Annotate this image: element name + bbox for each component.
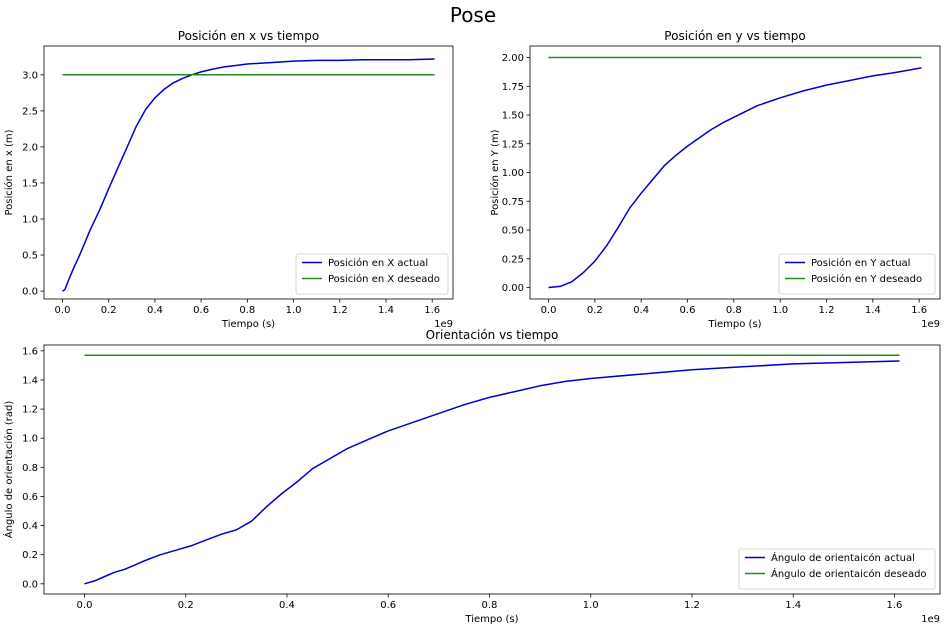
series-line-actual xyxy=(62,58,435,292)
chart-position-y: Posición en y vs tiempo 0.0 0.2 0.4 0.6 0.8 1.… xyxy=(489,29,941,330)
x-axis-label: Tiempo (s) xyxy=(464,614,518,625)
y-tick-label: 1.0 xyxy=(22,434,38,445)
series-line-actual xyxy=(548,67,922,289)
y-tick-label: 0.6 xyxy=(22,492,38,503)
y-tick-label: 0.5 xyxy=(22,251,38,262)
y-tick-label: 3.0 xyxy=(22,70,38,81)
x-tick-label: 1.2 xyxy=(684,600,700,611)
y-tick-label: 1.75 xyxy=(502,82,524,93)
legend-label: Posición en X deseado xyxy=(328,273,440,285)
legend-box xyxy=(295,253,449,295)
plot-area xyxy=(43,45,454,300)
y-tick-label: 1.00 xyxy=(502,168,524,179)
y-tick-label: 0.8 xyxy=(22,463,38,474)
y-tick-label: 1.25 xyxy=(502,139,524,150)
x-tick-label: 0.4 xyxy=(147,305,163,316)
x-offset-text: 1e9 xyxy=(921,614,940,625)
y-tick-label: 0.00 xyxy=(502,283,524,294)
figure-title: Pose xyxy=(450,3,496,27)
y-tick-label: 0.50 xyxy=(502,226,524,237)
x-tick-label: 1.6 xyxy=(911,305,927,316)
x-tick-label: 0.2 xyxy=(587,305,603,316)
x-tick-label: 0.8 xyxy=(239,305,255,316)
legend: Posición en X actual Posición en X desead… xyxy=(295,253,449,295)
x-tick-label: 0.6 xyxy=(680,305,696,316)
chart-title: Posición en x vs tiempo xyxy=(178,29,319,43)
x-tick-label: 1.6 xyxy=(424,305,440,316)
y-tick-label: 0.4 xyxy=(22,521,38,532)
y-tick-label: 1.50 xyxy=(502,111,524,122)
x-tick-label: 0.6 xyxy=(380,600,396,611)
y-axis-label: Posición en x (m) xyxy=(3,129,15,215)
x-axis-label: Tiempo (s) xyxy=(707,319,761,330)
legend-box xyxy=(778,253,936,295)
y-tick-label: 0.75 xyxy=(502,197,524,208)
x-tick-label: 1.4 xyxy=(785,600,801,611)
x-offset-text: 1e9 xyxy=(434,319,453,330)
series-line-actual xyxy=(84,360,900,585)
chart-title: Posición en y vs tiempo xyxy=(664,29,805,43)
x-tick-label: 1.6 xyxy=(886,600,902,611)
y-axis-label: Ángulo de orientación (rad) xyxy=(2,401,15,539)
legend: Posición en Y actual Posición en Y desead… xyxy=(778,253,936,295)
legend-label: Ángulo de orientaicón actual xyxy=(771,551,915,564)
x-offset-text: 1e9 xyxy=(921,319,940,330)
y-tick-label: 1.4 xyxy=(22,375,38,386)
x-tick-label: 0.0 xyxy=(541,305,557,316)
y-tick-label: 1.5 xyxy=(22,178,38,189)
x-tick-label: 0.4 xyxy=(279,600,295,611)
x-tick-label: 0.8 xyxy=(482,600,498,611)
x-tick-label: 0.0 xyxy=(77,600,93,611)
y-tick-label: 1.0 xyxy=(22,214,38,225)
x-tick-label: 1.0 xyxy=(286,305,302,316)
legend-box xyxy=(738,548,936,590)
x-tick-label: 0.2 xyxy=(178,600,194,611)
x-tick-label: 1.0 xyxy=(583,600,599,611)
x-tick-label: 1.0 xyxy=(772,305,788,316)
legend-label: Posición en X actual xyxy=(328,257,428,269)
plot-area xyxy=(43,344,941,595)
y-tick-label: 2.0 xyxy=(22,142,38,153)
y-tick-label: 1.2 xyxy=(22,405,38,416)
legend: Ángulo de orientaicón actual Ángulo de or… xyxy=(738,548,936,590)
x-tick-label: 1.2 xyxy=(332,305,348,316)
x-tick-label: 0.0 xyxy=(55,305,71,316)
y-tick-label: 0.25 xyxy=(502,254,524,265)
chart-title: Orientación vs tiempo xyxy=(426,328,559,342)
y-tick-label: 0.0 xyxy=(22,287,38,298)
legend-label: Posición en Y deseado xyxy=(811,273,922,285)
y-tick-label: 1.6 xyxy=(22,346,38,357)
x-tick-label: 1.4 xyxy=(865,305,881,316)
legend-label: Ángulo de orientaicón deseado xyxy=(771,567,927,580)
x-tick-label: 1.4 xyxy=(378,305,394,316)
x-tick-label: 0.6 xyxy=(193,305,209,316)
legend-label: Posición en Y actual xyxy=(811,257,910,269)
x-tick-label: 0.2 xyxy=(101,305,117,316)
x-tick-label: 0.4 xyxy=(633,305,649,316)
y-tick-label: 2.00 xyxy=(502,53,524,64)
y-tick-label: 2.5 xyxy=(22,106,38,117)
x-tick-label: 1.2 xyxy=(819,305,835,316)
x-tick-label: 0.8 xyxy=(726,305,742,316)
y-axis-label: Posición en Y (m) xyxy=(489,129,501,215)
chart-position-x: Posición en x vs tiempo 0.0 0.2 0.4 0.6 0.8 1.… xyxy=(3,29,454,330)
y-tick-label: 0.0 xyxy=(22,579,38,590)
chart-orientation: Orientación vs tiempo 0.0 0.2 0.4 0.6 0.8 1.0 1… xyxy=(2,328,941,625)
y-tick-label: 0.2 xyxy=(22,550,38,561)
x-axis-label: Tiempo (s) xyxy=(221,319,275,330)
